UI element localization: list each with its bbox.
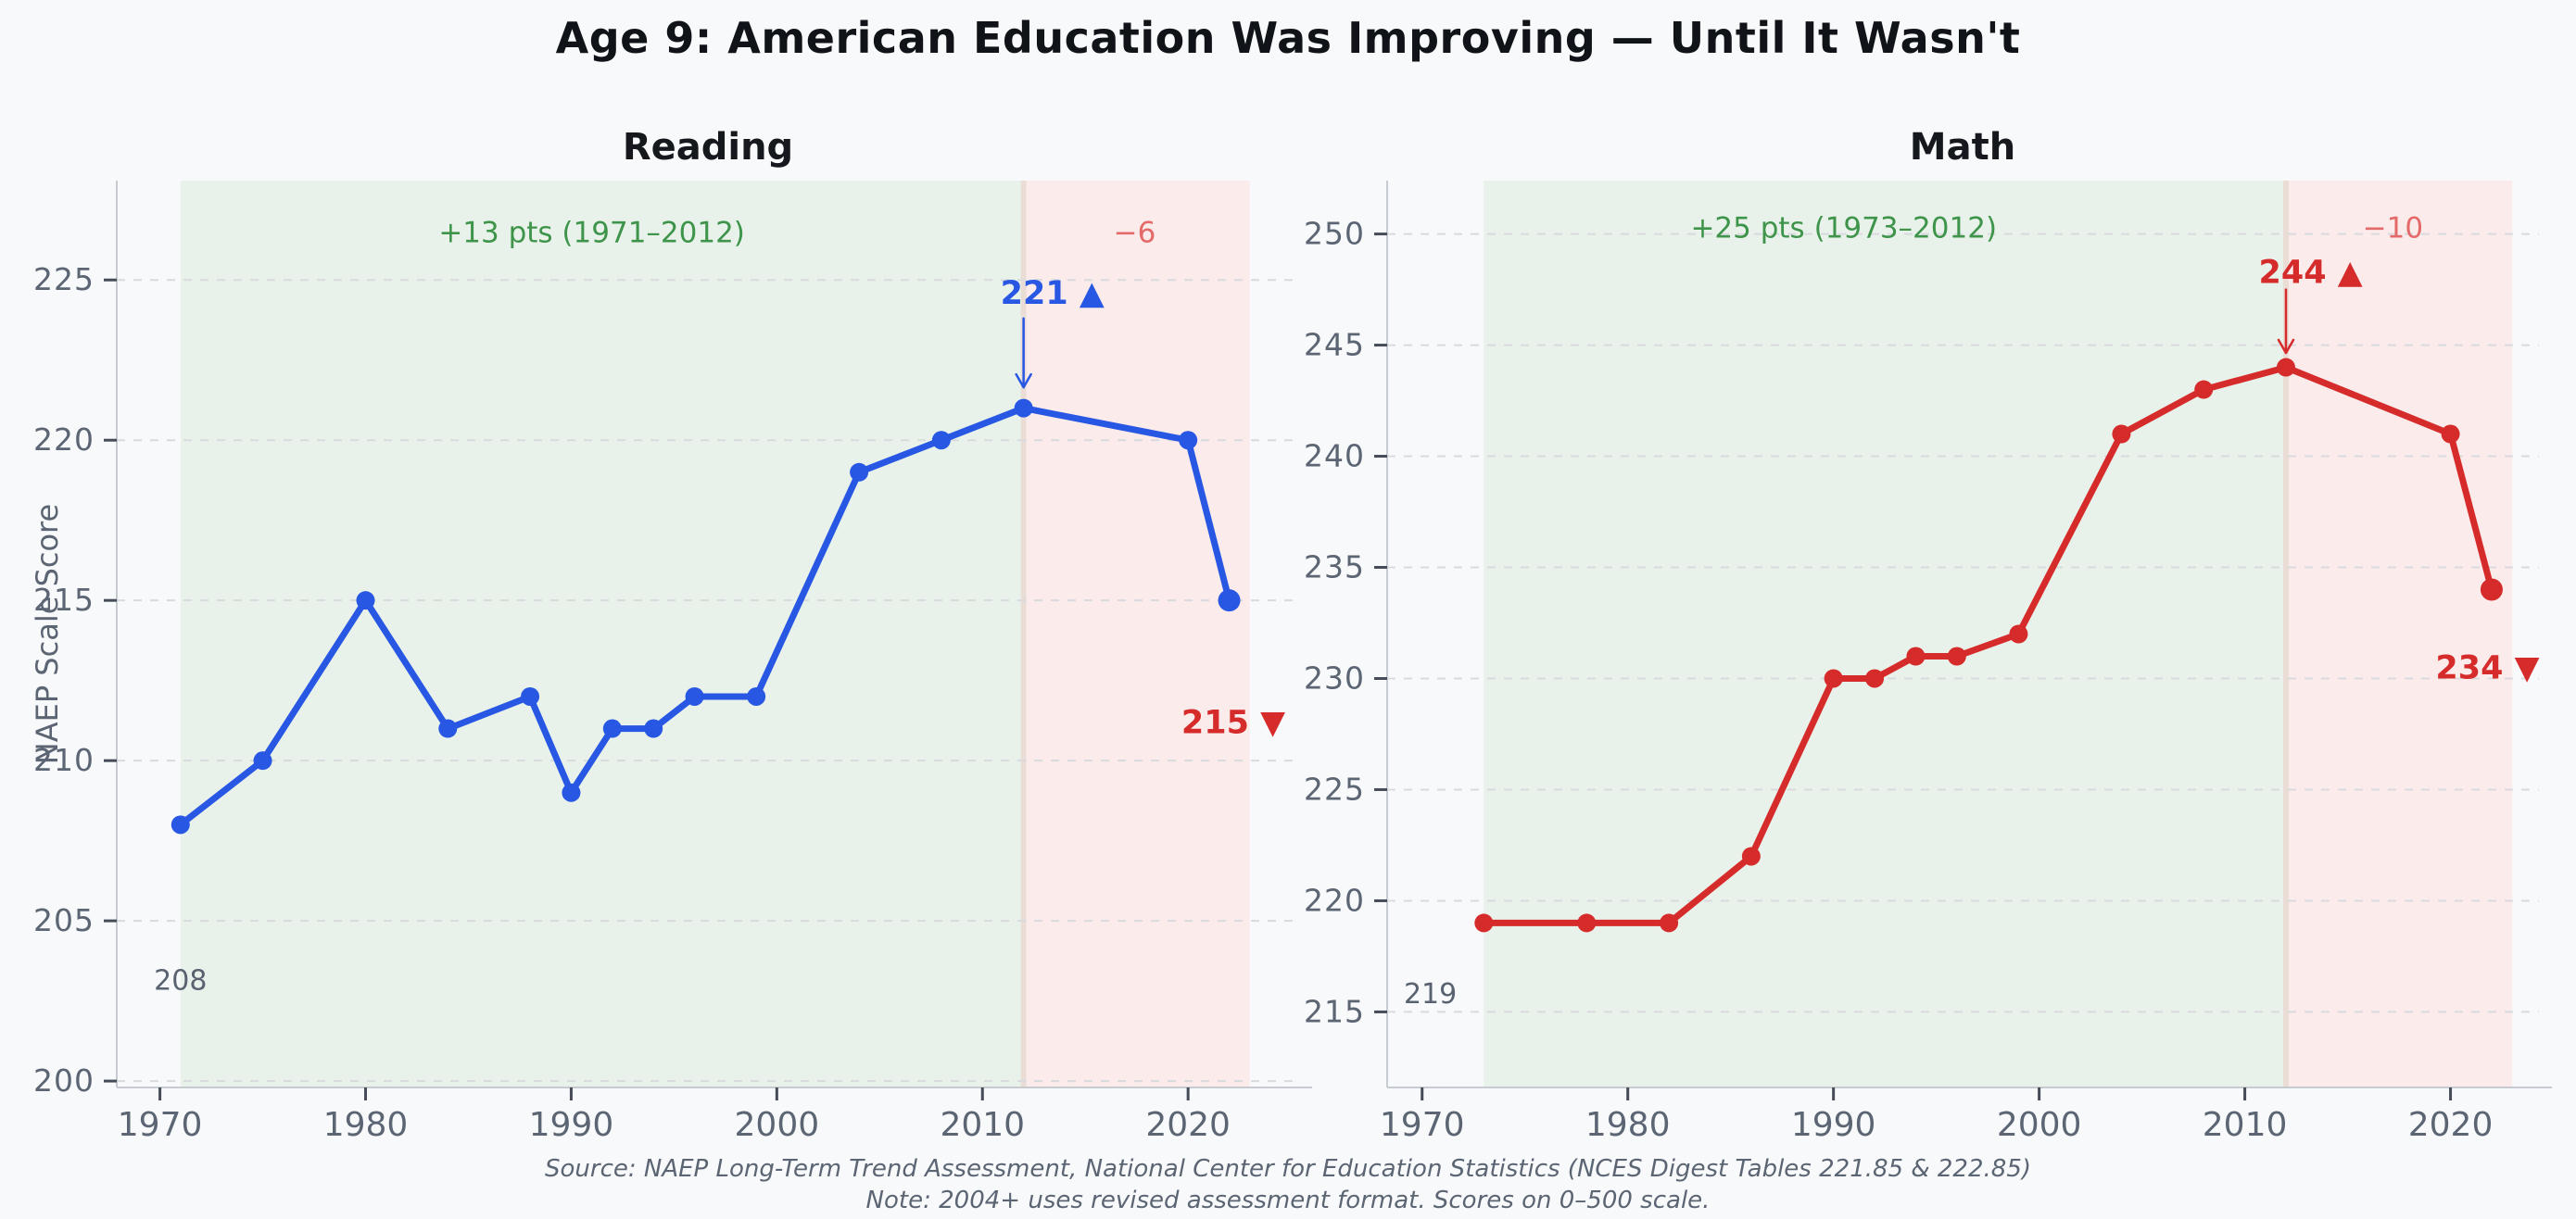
math-y-tick-label: 250 [1304,216,1365,252]
math-x-tick-label: 1980 [1585,1106,1671,1144]
math-point-2022 [2480,578,2503,601]
reading-region-boundary [1020,181,1027,1087]
math-region-improving-era [1484,181,2286,1087]
reading-x-tick-label: 2020 [1145,1106,1231,1144]
math-title: Math [1910,126,2015,169]
math-latest-label: 234 ▼ [2435,649,2539,686]
format-note: Note: 2004+ uses revised assessment form… [865,1186,1711,1214]
reading-point-1990 [562,783,581,802]
math-annotation-arrowhead [2277,338,2295,355]
reading-x-tick-label: 1990 [529,1106,614,1144]
math-x-tick-label: 1990 [1791,1106,1876,1144]
reading-point-2022 [1218,589,1241,612]
reading-point-1980 [356,591,375,610]
math-region-decline-era [2285,181,2513,1087]
math-x-tick-label: 2020 [2408,1106,2494,1144]
math-x-tick-label: 2010 [2203,1106,2288,1144]
math-point-1973 [1474,913,1494,933]
math-region-label-improving-era: +25 pts (1973–2012) [1690,211,1997,245]
figure-title: Age 9: American Education Was Improving … [555,13,2021,63]
reading-region-label-decline-era: −6 [1114,216,1156,249]
reading-x-tick-label: 2010 [940,1106,1025,1144]
math-line [1480,364,2495,926]
reading-x-tick-label: 2000 [735,1106,820,1144]
math-y-tick-label: 240 [1304,438,1365,474]
math-point-2008 [2194,380,2214,399]
reading-y-tick-label: 200 [33,1062,95,1099]
math-point-1990 [1824,669,1843,688]
math-x-tick-label: 1970 [1380,1106,1465,1144]
reading-y-tick-label: 225 [33,261,95,297]
reading-latest-label: 215 ▼ [1181,705,1285,742]
reading-point-1975 [253,751,272,771]
math-point-1982 [1660,913,1679,933]
math-point-1978 [1577,913,1597,933]
math-peak-label: 244 ▲ [2259,254,2363,291]
reading-point-1999 [747,686,766,706]
math-region-label-decline-era: −10 [2363,211,2423,245]
math-point-1994 [1906,647,1926,666]
math-baseline-label: 219 [1404,978,1457,1011]
reading-region-decline-era [1023,181,1250,1087]
reading-chart: 1970 1980 1990 2000 2010 2020 200 205 210 215 220 2… [30,126,1312,1144]
reading-region-improving-era [180,181,1024,1087]
math-point-1999 [2009,624,2028,644]
reading-title: Reading [623,126,793,169]
math-y-tick-label: 225 [1304,771,1365,807]
figure-footer: Source: NAEP Long-Term Trend Assessment,… [0,1154,2576,1217]
math-point-2004 [2112,424,2131,444]
reading-ylabel: NAEP Scale Score [30,504,65,764]
reading-baseline-label: 208 [154,964,207,997]
math-point-2020 [2441,424,2460,444]
math-y-tick-label: 245 [1304,327,1365,363]
reading-point-1994 [644,719,663,738]
source-note: Source: NAEP Long-Term Trend Assessment,… [544,1155,2032,1183]
reading-point-2008 [931,431,951,450]
reading-point-2012 [1014,398,1033,418]
reading-y-tick-label: 205 [33,902,95,938]
reading-y-tick-label: 210 [33,742,95,778]
reading-y-tick-label: 220 [33,421,95,458]
reading-peak-label: 221 ▲ [1001,275,1105,312]
reading-point-1996 [685,686,704,706]
reading-annotation-arrowhead [1015,372,1032,389]
reading-point-1971 [170,815,190,835]
math-point-2012 [2276,358,2295,377]
math-x-tick-label: 2000 [1997,1106,2082,1144]
math-region-boundary [2282,181,2289,1087]
math-y-tick-label: 215 [1304,993,1365,1029]
reading-x-tick-label: 1970 [118,1106,203,1144]
math-point-1992 [1865,669,1885,688]
math-y-tick-label: 235 [1304,549,1365,585]
reading-region-label-improving-era: +13 pts (1971–2012) [438,216,745,249]
math-chart: 1970 1980 1990 2000 2010 2020 215 220 225 230 235 2… [1304,126,2552,1144]
math-y-tick-label: 220 [1304,882,1365,918]
reading-point-2020 [1179,431,1198,450]
reading-point-2004 [850,462,869,482]
reading-point-1984 [438,719,458,738]
reading-x-tick-label: 1980 [323,1106,409,1144]
math-y-tick-label: 230 [1304,660,1365,696]
reading-y-tick-label: 215 [33,582,95,618]
reading-point-1988 [521,686,540,706]
math-point-1996 [1947,647,1966,666]
math-point-1986 [1741,847,1761,866]
reading-point-1992 [602,719,622,738]
